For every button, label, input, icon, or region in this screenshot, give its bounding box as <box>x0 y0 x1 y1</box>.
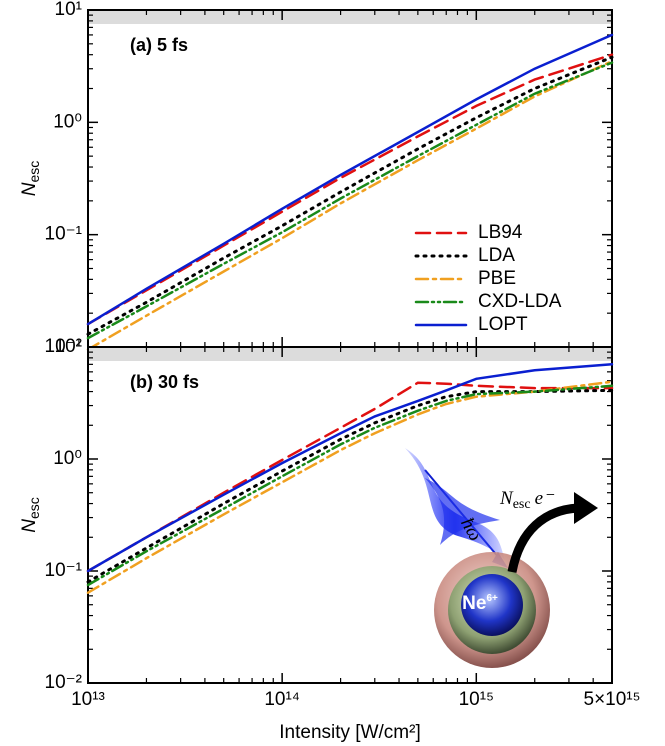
legend-label: CXD-LDA <box>478 291 562 312</box>
x-axis-label: Intensity [W/cm²] <box>279 722 420 743</box>
escape-electron: e⁻ <box>535 488 555 509</box>
panel-title: (a) 5 fs <box>130 35 188 55</box>
series-line <box>86 53 614 326</box>
series-line <box>86 384 614 587</box>
legend-label: PBE <box>478 268 516 289</box>
y-tick-label: 10⁻² <box>45 672 83 693</box>
y-axis-label: Nesc <box>19 161 42 197</box>
x-tick-label: 10¹⁴ <box>264 689 300 710</box>
escape-arrow-head <box>574 492 598 524</box>
x-tick-label: 10¹³ <box>71 689 105 710</box>
escape-n: N <box>499 488 514 509</box>
ion-label: Ne6+ <box>462 593 498 614</box>
top-band <box>88 347 612 361</box>
y-label-main: N <box>19 182 40 196</box>
y-label-sub: esc <box>26 161 42 183</box>
y-tick-label: 10⁰ <box>53 111 82 132</box>
laser-pulse <box>425 478 500 545</box>
x-tick-label: 5×10¹⁵ <box>584 689 641 710</box>
y-tick-label: 10⁻¹ <box>45 560 83 581</box>
y-tick-label: 10⁰ <box>53 448 82 469</box>
y-axis-label: Nesc <box>19 497 42 533</box>
series-line <box>86 33 614 326</box>
escape-label: Nesc e⁻ <box>499 488 555 512</box>
y-tick-label: 10¹ <box>55 336 82 357</box>
laser-pulse <box>405 448 505 560</box>
series-line <box>86 55 614 336</box>
y-tick-label: 10⁻¹ <box>45 224 83 245</box>
ion-charge: 6+ <box>486 593 498 604</box>
y-label-main: N <box>19 519 40 533</box>
plot-frame <box>87 346 613 684</box>
legend-label: LOPT <box>478 314 528 335</box>
series-line <box>86 380 614 594</box>
top-band <box>88 10 612 24</box>
ion-symbol: Ne <box>462 593 486 614</box>
shell-core <box>461 574 523 636</box>
series-line <box>86 381 614 573</box>
y-tick-label: 10¹ <box>55 0 82 20</box>
series-line <box>86 363 614 573</box>
legend-label: LB94 <box>478 222 523 243</box>
legend-label: LDA <box>478 245 515 266</box>
x-tick-label: 10¹⁵ <box>459 689 494 710</box>
series-line <box>86 61 614 340</box>
y-tick-label: 10⁻² <box>45 336 83 357</box>
panel-title: (b) 30 fs <box>130 372 199 392</box>
series-line <box>86 388 614 584</box>
escape-sub: esc <box>513 497 531 512</box>
escape-arrow <box>507 503 579 573</box>
series-line <box>86 59 614 351</box>
y-label-sub: esc <box>26 497 42 519</box>
